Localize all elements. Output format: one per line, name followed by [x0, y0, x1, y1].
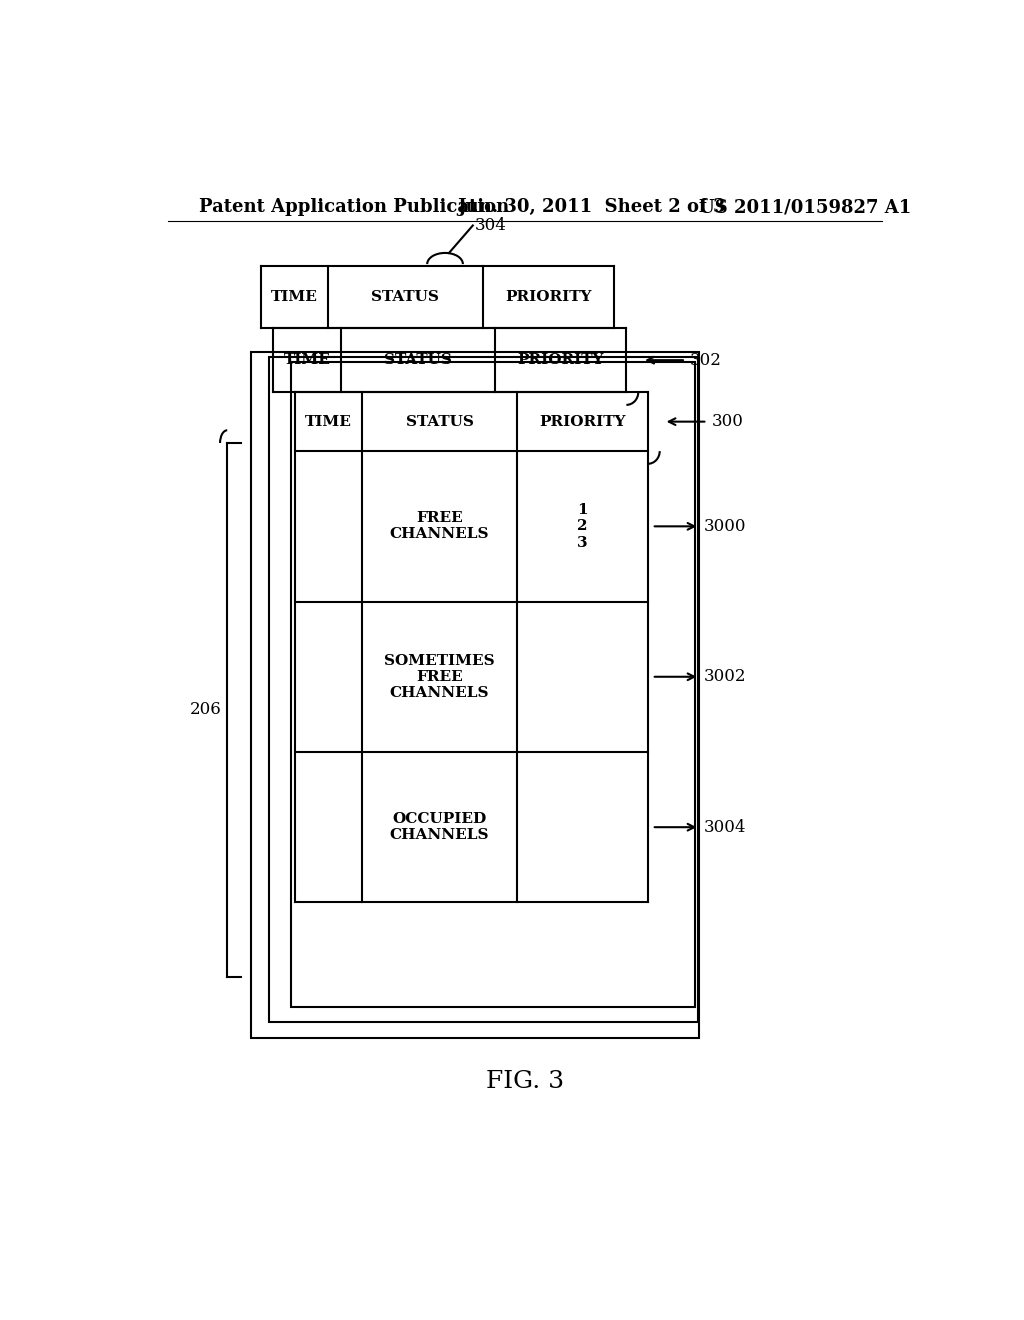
Text: TIME: TIME [284, 354, 331, 367]
Text: PRIORITY: PRIORITY [518, 354, 604, 367]
Text: 3000: 3000 [703, 517, 745, 535]
Bar [251, 351, 699, 1038]
Text: STATUS: STATUS [406, 414, 473, 429]
Text: OCCUPIED
CHANNELS: OCCUPIED CHANNELS [390, 812, 489, 842]
Text: 304: 304 [474, 216, 506, 234]
Text: PRIORITY: PRIORITY [539, 414, 626, 429]
Text: STATUS: STATUS [384, 354, 452, 367]
Bar [269, 356, 697, 1022]
Text: Jun. 30, 2011  Sheet 2 of 3: Jun. 30, 2011 Sheet 2 of 3 [458, 198, 726, 216]
Text: 300: 300 [712, 413, 743, 430]
Text: 1
2
3: 1 2 3 [577, 503, 588, 549]
Text: 3002: 3002 [703, 668, 745, 685]
Text: 302: 302 [690, 351, 722, 368]
Text: TIME: TIME [270, 290, 317, 304]
Text: STATUS: STATUS [372, 290, 439, 304]
Bar [291, 362, 695, 1007]
Text: FIG. 3: FIG. 3 [485, 1069, 564, 1093]
Text: PRIORITY: PRIORITY [505, 290, 592, 304]
Text: 206: 206 [189, 701, 221, 718]
Text: FREE
CHANNELS: FREE CHANNELS [390, 511, 489, 541]
Text: US 2011/0159827 A1: US 2011/0159827 A1 [699, 198, 911, 216]
Text: 3004: 3004 [703, 818, 745, 836]
Text: TIME: TIME [305, 414, 352, 429]
Text: Patent Application Publication: Patent Application Publication [200, 198, 510, 216]
Text: SOMETIMES
FREE
CHANNELS: SOMETIMES FREE CHANNELS [384, 653, 495, 700]
